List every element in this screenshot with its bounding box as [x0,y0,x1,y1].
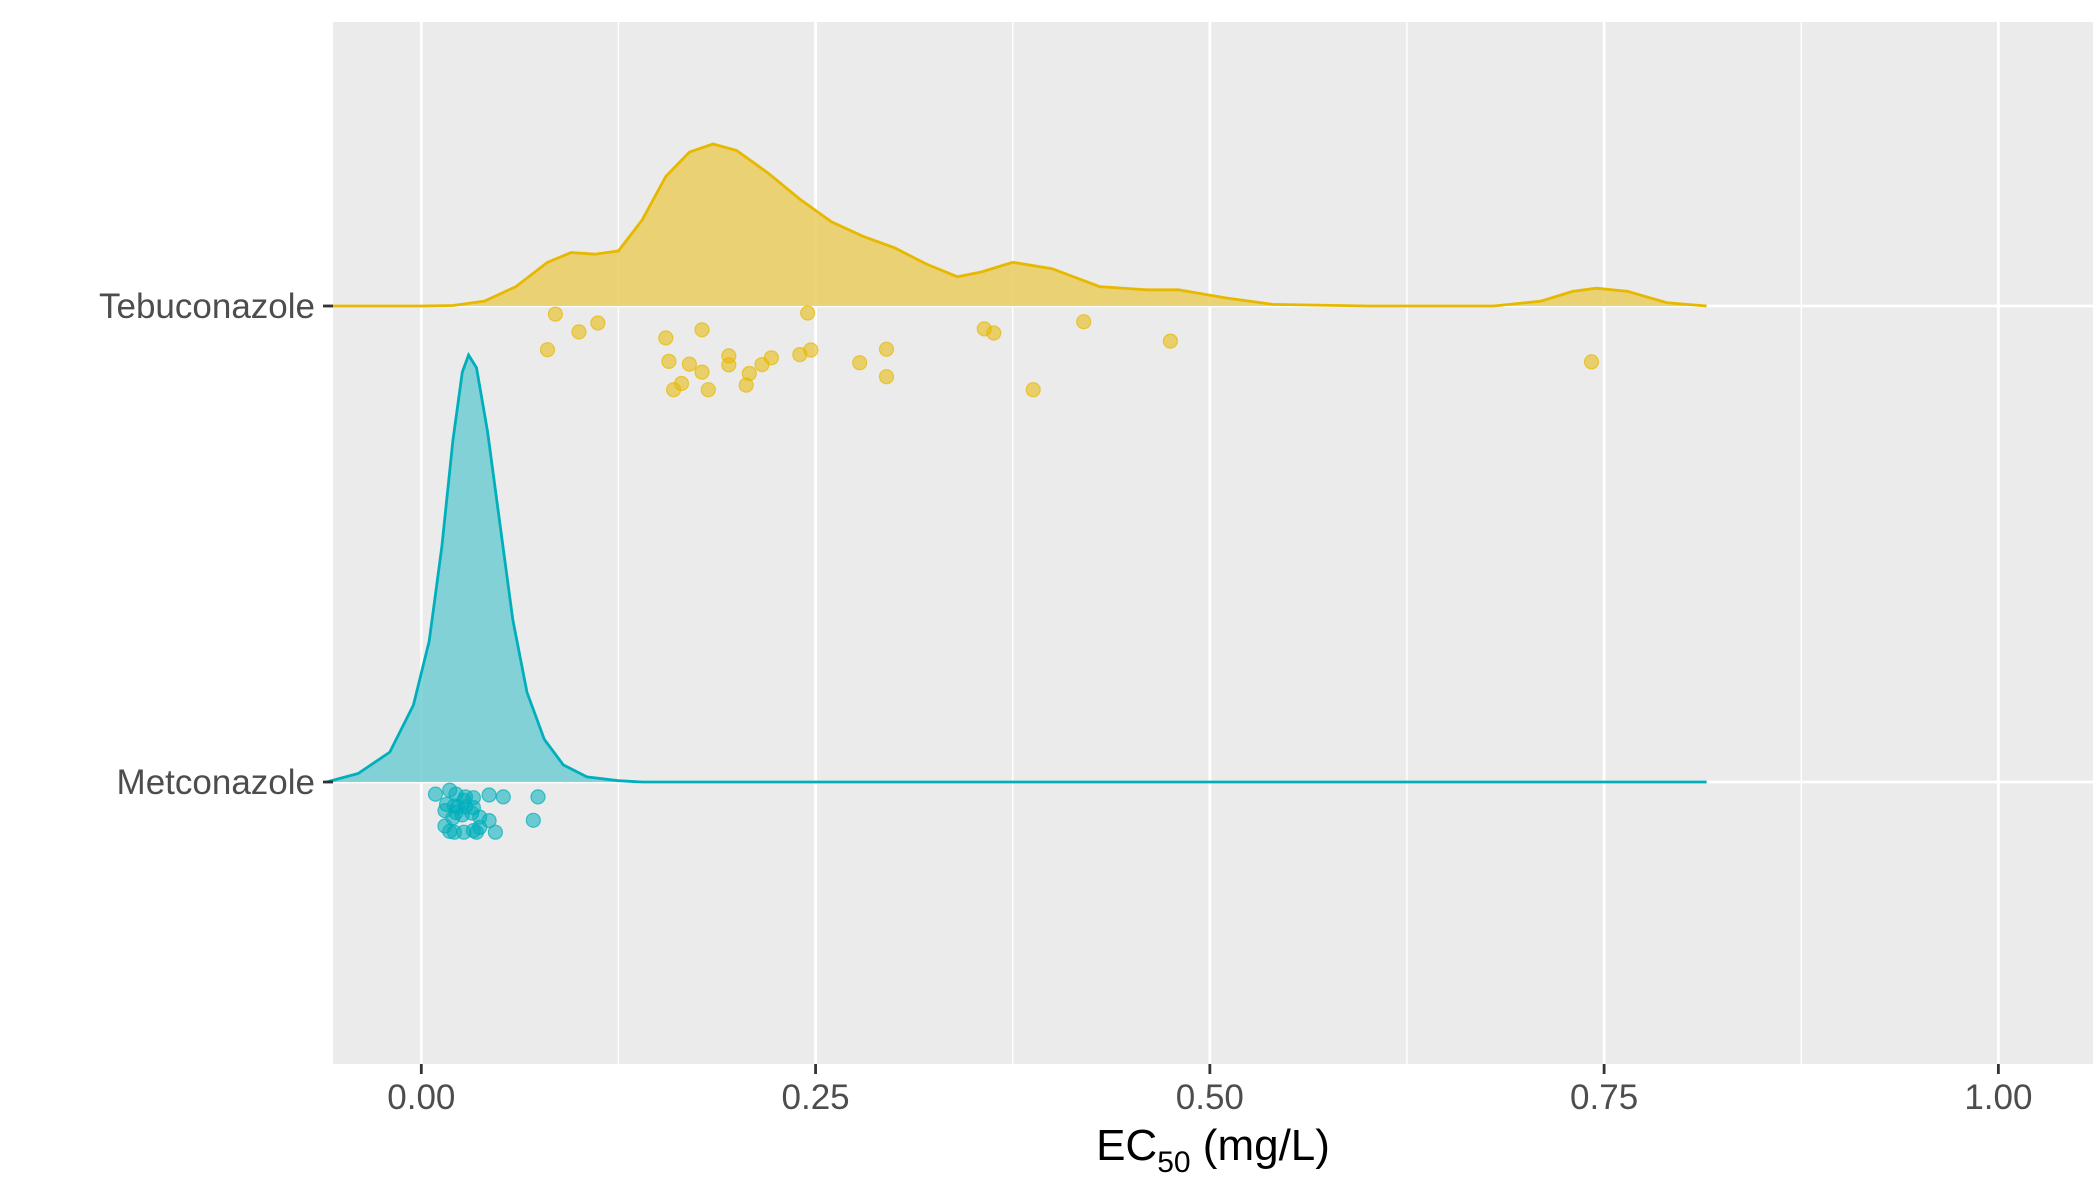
data-point [852,355,868,371]
plot-panel [333,22,2093,1064]
y-category-label: Metconazole [117,763,315,802]
x-tick-label: 1.00 [1964,1078,2032,1117]
x-tick-label: 0.00 [387,1078,455,1117]
data-point [530,789,546,805]
data-point [658,330,674,346]
x-axis-title-main: EC [1096,1121,1157,1170]
data-point [481,787,497,803]
x-axis-title-subscript: 50 [1157,1146,1190,1179]
data-point [694,322,710,338]
density-fill-metconazole [326,355,1707,782]
data-point [465,822,481,839]
series-tebuconazole [326,142,1707,398]
minor-gridlines [617,22,1802,1064]
data-point [700,382,716,398]
data-point [487,824,503,840]
plot-layers [326,142,1707,840]
x-tick-label: 0.25 [782,1078,850,1117]
density-line-tebuconazole [326,142,1707,308]
data-point [590,315,606,331]
x-axis-title-unit: (mg/L) [1191,1121,1330,1170]
data-point [1076,314,1092,330]
data-point [525,812,541,828]
data-point [1583,354,1600,370]
data-point [721,357,737,373]
data-point [547,306,564,322]
data-point [495,789,511,805]
data-point [792,347,808,363]
data-point [661,353,677,369]
data-point [571,324,587,340]
data-point [427,786,444,802]
data-point [878,369,895,385]
density-line-metconazole [326,351,1707,784]
x-tick-label: 0.50 [1176,1078,1244,1117]
data-point [1025,382,1041,398]
data-point [665,382,682,398]
data-point [694,364,710,380]
data-point [681,356,698,372]
y-axis: Tebuconazole Metconazole [99,287,333,802]
series-metconazole [326,351,1707,840]
data-point [1162,333,1179,349]
x-axis-title: EC50 (mg/L) [1096,1121,1330,1179]
data-point [539,342,556,358]
density-fill-tebuconazole [326,144,1707,306]
x-tick-label: 0.75 [1570,1078,1638,1117]
data-point [754,357,770,373]
x-axis: 0.00 0.25 0.50 0.75 1.00 [387,1064,2032,1117]
data-point [986,325,1002,341]
y-category-label: Tebuconazole [99,287,315,326]
data-point [800,305,816,321]
data-point [878,341,895,357]
data-point [738,377,754,393]
